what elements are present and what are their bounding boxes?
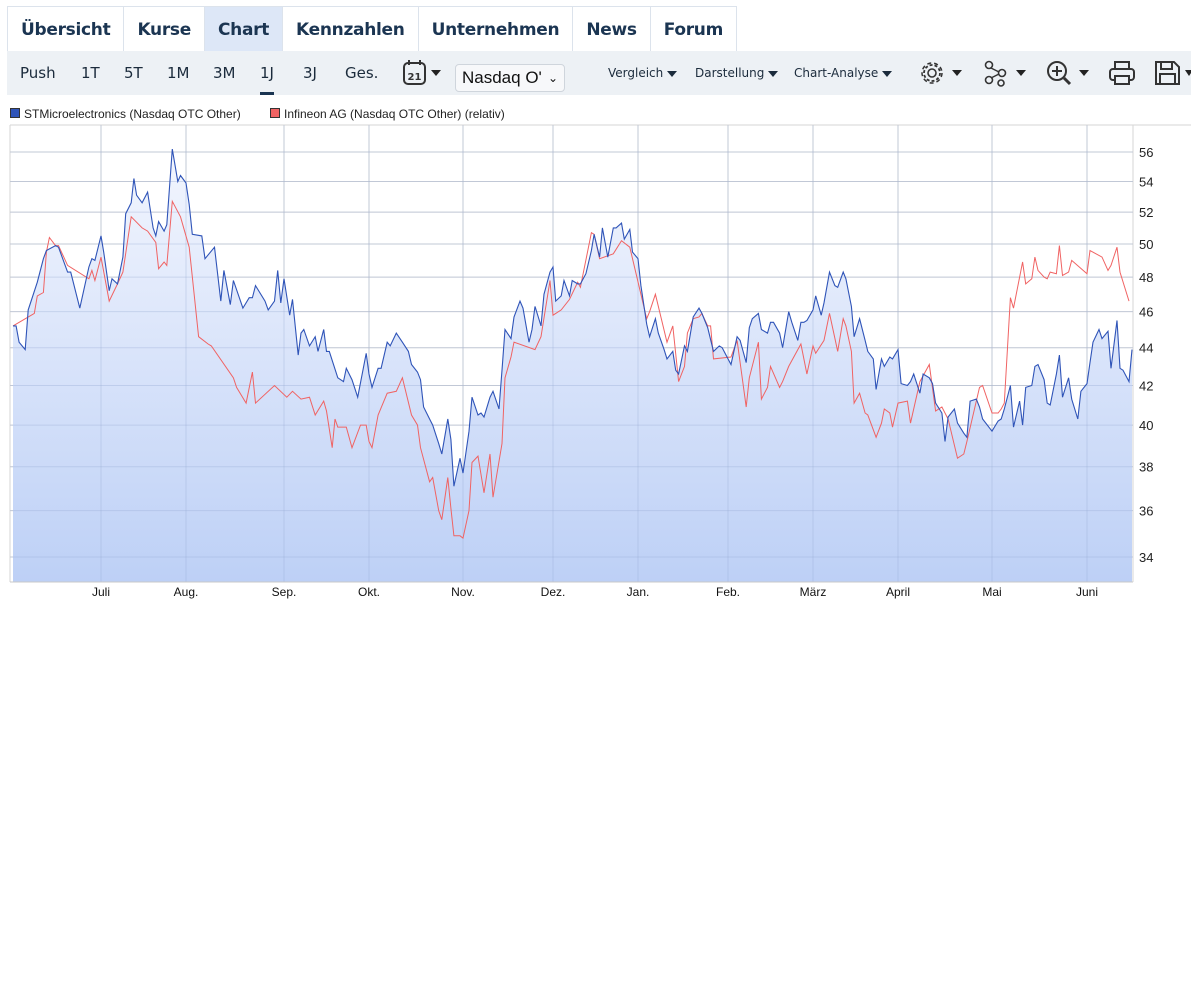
exchange-select[interactable]: Nasdaq O' ⌄	[455, 64, 565, 92]
nodes-icon	[984, 60, 1026, 87]
menu-vergleich-label: Vergleich	[608, 66, 664, 80]
period-1t[interactable]: 1T	[81, 64, 100, 82]
y-tick-label: 46	[1139, 305, 1153, 320]
tab-uebersicht[interactable]: Übersicht	[8, 7, 125, 52]
period-3m[interactable]: 3M	[213, 64, 236, 82]
y-tick-label: 54	[1139, 175, 1153, 190]
x-tick-label: Jan.	[627, 585, 650, 599]
menu-darstellung-label: Darstellung	[695, 66, 765, 80]
x-tick-label: April	[886, 585, 910, 599]
price-chart[interactable]: 34 36 38 40 42 44 46 48 50 52 54 56 Juli Aug. Sep. Okt…	[0, 0, 1191, 605]
save-icon	[1155, 61, 1191, 85]
menu-vergleich[interactable]: Vergleich	[608, 51, 678, 95]
settings-dropdown[interactable]	[918, 59, 966, 87]
save-dropdown[interactable]	[1153, 59, 1191, 87]
period-ges[interactable]: Ges.	[345, 64, 379, 82]
caret-down-icon	[768, 70, 779, 77]
x-tick-label: Sep.	[272, 585, 297, 599]
y-tick-label: 52	[1139, 205, 1153, 220]
y-tick-label: 34	[1139, 550, 1153, 565]
x-tick-label: Mai	[982, 585, 1001, 599]
tab-chart[interactable]: Chart	[204, 7, 284, 52]
exchange-select-value: Nasdaq O'	[462, 68, 542, 87]
gear-icon	[921, 62, 962, 84]
legend-item-infineon[interactable]: Infineon AG (Nasdaq OTC Other) (relativ)	[270, 106, 505, 122]
series-line-stmicro	[13, 149, 1133, 487]
y-tick-label: 56	[1139, 145, 1153, 160]
x-tick-label: Dez.	[541, 585, 566, 599]
tab-kurse[interactable]: Kurse	[124, 7, 205, 52]
tab-forum[interactable]: Forum	[650, 7, 737, 52]
x-tick-label: Juni	[1076, 585, 1098, 599]
menu-darstellung[interactable]: Darstellung	[695, 51, 779, 95]
period-3j[interactable]: 3J	[303, 64, 317, 82]
legend-swatch-blue	[10, 108, 20, 118]
tab-news[interactable]: News	[573, 7, 651, 52]
period-1j[interactable]: 1J	[260, 51, 274, 95]
calendar-dropdown[interactable]: 21	[402, 59, 444, 87]
x-tick-label: März	[800, 585, 827, 599]
legend-swatch-red	[270, 108, 280, 118]
print-button[interactable]	[1108, 59, 1138, 87]
y-tick-label: 40	[1139, 418, 1153, 433]
print-icon	[1109, 61, 1135, 85]
legend-label: STMicroelectronics (Nasdaq OTC Other)	[24, 107, 241, 121]
tab-unternehmen[interactable]: Unternehmen	[418, 7, 574, 52]
y-axis: 34 36 38 40 42 44 46 48 50 52 54 56	[1139, 145, 1153, 565]
y-tick-label: 44	[1139, 341, 1153, 356]
x-tick-label: Okt.	[358, 585, 380, 599]
calendar-21-icon: 21	[403, 60, 441, 85]
legend-item-stmicro[interactable]: STMicroelectronics (Nasdaq OTC Other)	[10, 106, 241, 122]
y-tick-label: 38	[1139, 460, 1153, 475]
chevron-down-icon: ⌄	[547, 71, 558, 85]
y-tick-label: 36	[1139, 504, 1153, 519]
indicators-dropdown[interactable]	[982, 59, 1030, 87]
y-tick-label: 50	[1139, 237, 1153, 252]
legend-label: Infineon AG (Nasdaq OTC Other) (relativ)	[284, 107, 505, 121]
x-tick-label: Feb.	[716, 585, 740, 599]
main-tabs: Übersicht Kurse Chart Kennzahlen Unterne…	[7, 6, 738, 52]
chart-grid-overlay	[10, 125, 1133, 582]
period-5t[interactable]: 5T	[124, 64, 143, 82]
x-tick-label: Nov.	[451, 585, 475, 599]
series-area-stmicro	[13, 149, 1132, 582]
y-tick-label: 42	[1139, 378, 1153, 393]
series-line-infineon	[12, 199, 1130, 539]
x-axis: Juli Aug. Sep. Okt. Nov. Dez. Jan. Feb. März Apri…	[10, 581, 1133, 599]
chart-toolbar: Push 1T 5T 1M 3M 1J 3J Ges. 21 Nasdaq O'…	[7, 51, 1191, 95]
tab-kennzahlen[interactable]: Kennzahlen	[283, 7, 419, 52]
x-tick-label: Aug.	[174, 585, 199, 599]
period-push[interactable]: Push	[20, 64, 56, 82]
caret-down-icon	[667, 70, 678, 77]
caret-down-icon	[882, 70, 893, 77]
zoom-dropdown[interactable]	[1045, 59, 1093, 87]
x-tick-label: Juli	[92, 585, 110, 599]
calendar-number: 21	[408, 72, 422, 83]
zoom-in-icon	[1047, 61, 1089, 86]
y-tick-label: 48	[1139, 270, 1153, 285]
menu-chart-analyse-label: Chart-Analyse	[794, 66, 879, 80]
period-1m[interactable]: 1M	[167, 64, 190, 82]
menu-chart-analyse[interactable]: Chart-Analyse	[794, 51, 893, 95]
